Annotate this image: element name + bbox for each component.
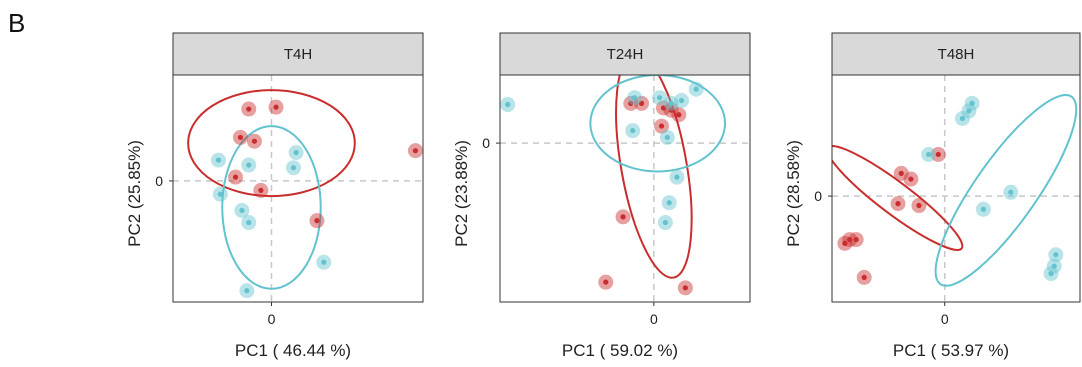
data-point-cyan: [212, 186, 228, 202]
data-point-cyan: [210, 152, 226, 168]
data-point-cyan: [669, 169, 685, 185]
data-point-cyan: [661, 195, 677, 211]
data-point-red: [634, 95, 650, 111]
data-point-red: [655, 100, 671, 116]
facet-title: T24H: [607, 46, 644, 63]
data-point-red: [268, 99, 284, 115]
data-point-red: [228, 169, 243, 185]
data-point-red: [856, 269, 872, 285]
facet-title: T4H: [284, 46, 312, 63]
x-axis-title: PC1 ( 46.44 %): [235, 341, 351, 360]
data-point-cyan: [288, 145, 304, 161]
confidence-ellipse-red: [187, 89, 356, 198]
x-tick-label: 0: [650, 311, 658, 327]
data-point-red: [671, 107, 687, 123]
x-tick-label: 0: [268, 311, 276, 327]
data-point-red: [677, 280, 693, 296]
data-point-cyan: [961, 103, 977, 119]
panel-border: [499, 74, 751, 303]
data-point-cyan: [285, 160, 301, 176]
x-axis-title: PC1 ( 59.02 %): [562, 341, 678, 360]
data-point-red: [930, 146, 946, 162]
panel-t4h: T4H 0 0 PC1 ( 46.44 %) PC2 (25.85%): [125, 32, 424, 360]
facet-strip: [831, 32, 1081, 76]
data-point-cyan: [241, 157, 257, 173]
data-point-cyan: [316, 254, 332, 270]
data-point-red: [309, 213, 325, 229]
plot-area: [832, 75, 1080, 302]
data-point-red: [241, 101, 257, 117]
data-point-red: [253, 182, 269, 198]
panel-t24h: T24H 0 0 PC1 ( 59.02 %) PC2 (23.88%): [452, 32, 751, 360]
panel-t48h: T48H 0 0 PC1 ( 53.97 %) PC2 (28.58%): [784, 32, 1081, 360]
data-point-cyan: [674, 93, 690, 109]
confidence-ellipse-cyan: [934, 94, 1078, 287]
y-axis-title: PC2 (28.58%): [784, 140, 803, 247]
data-point-cyan: [652, 90, 668, 106]
confidence-ellipse-cyan: [589, 75, 726, 173]
figure-label: B: [8, 8, 26, 38]
data-point-red: [903, 171, 919, 187]
data-point-cyan: [1003, 184, 1019, 200]
plot-area: [500, 75, 750, 302]
y-axis-title: PC2 (25.85%): [125, 140, 144, 247]
data-point-cyan: [921, 146, 937, 162]
data-point-cyan: [954, 111, 970, 127]
data-point-red: [890, 196, 906, 212]
plot-area: [173, 75, 423, 302]
data-point-cyan: [239, 283, 255, 299]
data-point-red: [663, 102, 679, 118]
data-point-red: [654, 118, 670, 134]
confidence-ellipse-cyan: [221, 125, 322, 290]
data-point-cyan: [663, 95, 679, 111]
y-tick-label: 0: [814, 188, 822, 204]
facet-title: T48H: [938, 46, 975, 63]
data-point-cyan: [627, 90, 643, 106]
data-point-cyan: [659, 129, 675, 145]
data-point-red: [246, 133, 262, 149]
data-point-cyan: [657, 215, 673, 231]
y-tick-label: 0: [482, 135, 490, 151]
x-axis-title: PC1 ( 53.97 %): [893, 341, 1009, 360]
y-axis-title: PC2 (23.88%): [452, 140, 471, 247]
data-point-red: [842, 232, 858, 248]
data-point-cyan: [1043, 266, 1059, 282]
facet-strip: [172, 32, 424, 76]
confidence-ellipse-red: [832, 144, 964, 251]
data-point-red: [232, 129, 248, 145]
data-point-red: [407, 143, 423, 159]
data-point-red: [911, 198, 927, 214]
panel-border: [831, 74, 1081, 303]
data-point-cyan: [500, 97, 516, 113]
data-point-red: [598, 274, 614, 290]
data-point-red: [615, 209, 631, 225]
x-tick-label: 0: [941, 311, 949, 327]
data-point-cyan: [234, 202, 250, 218]
data-point-cyan: [964, 95, 980, 111]
confidence-ellipse-red: [615, 75, 693, 279]
data-point-red: [893, 165, 909, 181]
data-point-cyan: [1046, 258, 1062, 274]
facet-strip: [499, 32, 751, 76]
panel-border: [172, 74, 424, 303]
data-point-cyan: [688, 81, 704, 97]
data-point-cyan: [625, 123, 641, 139]
data-point-red: [848, 232, 864, 248]
data-point-cyan: [975, 201, 991, 217]
y-tick-label: 0: [155, 173, 163, 189]
data-point-cyan: [1048, 247, 1064, 263]
data-point-cyan: [241, 215, 257, 231]
